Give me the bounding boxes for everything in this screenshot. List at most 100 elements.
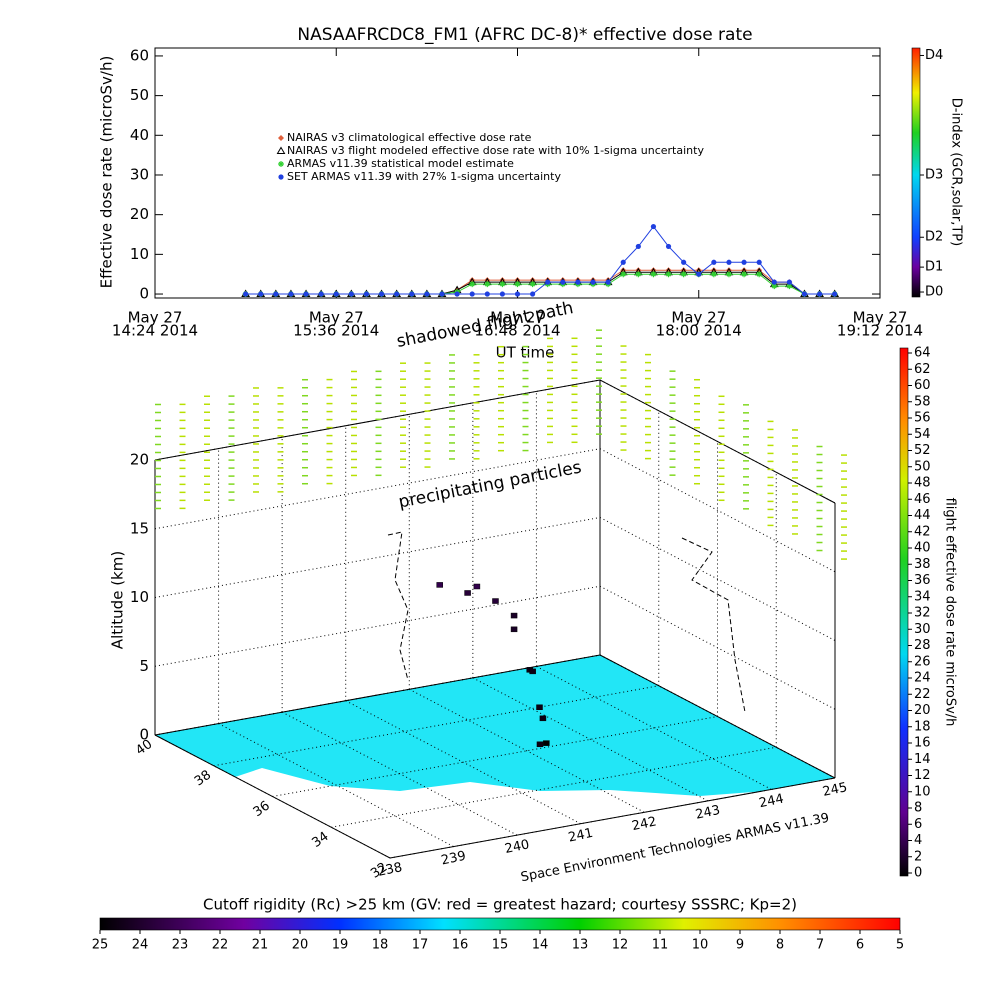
grid-line [281,711,518,836]
colorbar-tick-label: D1 [925,260,943,275]
colorbar-tick-label: 18 [372,938,389,953]
x-tick-label: May 27 [671,309,726,327]
flight-point [536,741,544,748]
marker [243,291,249,297]
marker [276,146,286,154]
x-axis-label: UT time [496,344,555,362]
legend-label: NAIRAS v3 flight modeled effective dose … [287,144,704,157]
colorbar-tick-label: 20 [292,938,309,953]
marker [635,243,641,250]
colorbar-tick-label: 11 [652,938,669,953]
colorbar-tick-label: D3 [925,167,943,182]
d-index-colorbar [911,47,921,298]
marker [469,291,475,297]
marker [741,259,747,265]
series-line [245,273,835,295]
marker [680,271,687,278]
colorbar-tick-label: 42 [914,524,931,539]
colorbar-tick-label: 19 [332,938,349,953]
marker [499,281,506,288]
colorbar-tick-label: 22 [914,687,931,702]
colorbar-tick-label: 10 [692,938,709,953]
grid-line [345,700,581,825]
marker [484,291,490,297]
x-tick-label: 18:00 2014 [656,322,742,340]
marker [469,281,476,288]
marker [620,271,627,278]
colorbar-tick-label: 7 [816,938,824,953]
box-edge [154,654,601,736]
marker [696,271,702,277]
marker [771,283,778,290]
z-tick-label: 20 [130,451,149,469]
marker [816,291,823,297]
colorbar-tick-label: 8 [776,938,784,953]
marker [832,291,838,297]
z-tick-label: 15 [130,519,149,537]
grid-line [272,716,718,797]
marker [756,271,763,278]
flight-point [536,704,543,710]
colorbar-tick-label: 44 [914,508,931,523]
marker [439,291,445,297]
colorbar-tick-label: 0 [914,866,922,881]
marker [424,291,430,297]
colorbar-tick-label: 48 [914,476,931,491]
x-tick-label: 241 [567,826,594,846]
grid-line [154,585,601,667]
rigidity-colorbar-label: Cutoff rigidity (Rc) >25 km (GV: red = g… [203,896,797,914]
marker [454,291,460,297]
grid-line [409,688,645,813]
colorbar-tick-label: 62 [914,362,931,377]
colorbar-tick-label: 12 [914,768,931,783]
colorbar-tick-label: 58 [914,394,931,409]
marker [575,279,581,285]
marker [278,174,284,180]
marker [756,259,762,265]
colorbar-tick-label: D2 [925,230,943,245]
marker [288,291,294,297]
colorbar-tick-label: 22 [212,938,229,953]
colorbar-tick-label: 26 [914,654,931,669]
colorbar-tick-label: 14 [532,938,549,953]
grid-line [154,448,601,530]
marker [801,291,808,297]
colorbar-tick-label: 52 [914,443,931,458]
y-tick-label: 40 [130,126,149,144]
colorbar-tick-label: 30 [914,622,931,637]
colorbar-tick-label: 13 [572,938,589,953]
colorbar-tick-label: 46 [914,492,931,507]
marker [771,279,777,285]
colorbar-tick-label: 16 [914,736,931,751]
x-tick-label: 14:24 2014 [112,322,198,340]
x-tick-label: May 27 [309,309,364,327]
marker [278,135,284,141]
flight-point [464,590,471,596]
colorbar-tick-label: 23 [172,938,189,953]
marker [348,291,354,297]
marker [590,279,596,285]
flight-point [473,583,481,590]
grid-line [599,517,836,641]
marker [484,281,491,288]
z-tick-label: 0 [139,726,149,744]
y-tick-label: 38 [192,768,214,790]
x-tick-label: 16:48 2014 [474,322,560,340]
colorbar-tick-label: 15 [492,938,509,953]
x-tick-label: 240 [503,837,530,857]
x-tick-label: 244 [758,792,785,812]
colorbar-tick-label: D0 [925,285,943,300]
shadow-path [387,531,409,681]
d-index-label: D-index (GCR,solar,TP) [949,98,964,246]
y-tick-label: 30 [130,165,149,183]
x-tick-label: May 27 [490,309,545,327]
grid-line [154,517,601,598]
flight-point [510,626,518,633]
marker [363,291,370,297]
colorbar-tick-label: 24 [132,938,149,953]
colorbar-tick-label: 12 [612,938,629,953]
colorbar-tick-label: 21 [252,938,269,953]
z-tick-label: 5 [139,657,149,675]
legend-label: NAIRAS v3 climatological effective dose … [287,131,532,144]
